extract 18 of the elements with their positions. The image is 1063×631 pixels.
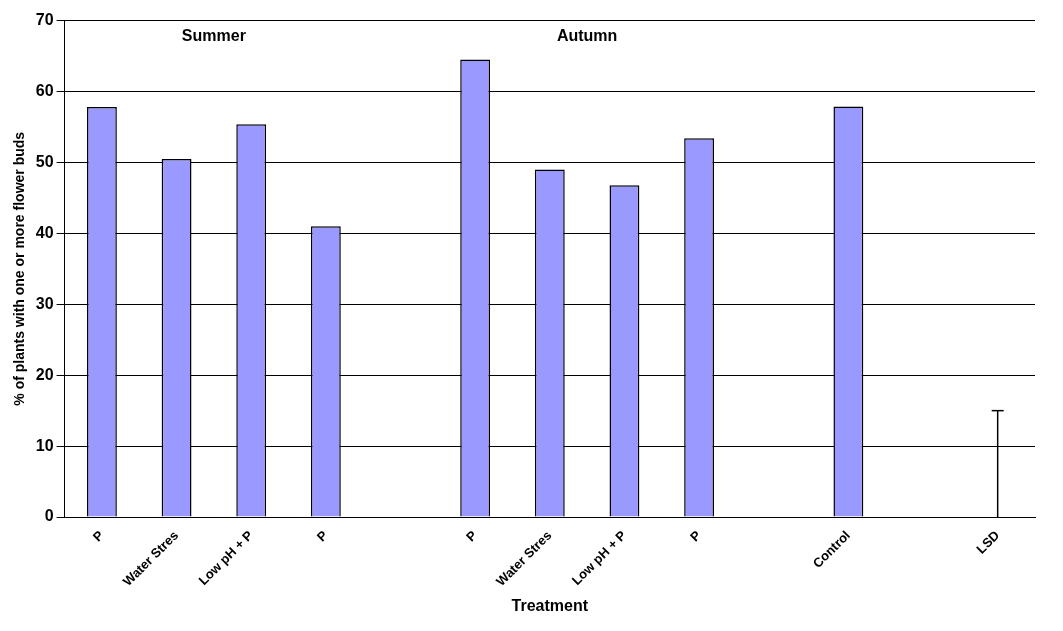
y-tick-label: 70 — [35, 11, 54, 29]
annotation: Summer — [181, 27, 246, 45]
annotation: Autumn — [556, 27, 618, 45]
x-tick-label: Low pH + P — [568, 527, 630, 588]
y-tick-label: 0 — [44, 507, 54, 525]
x-tick-label: P — [89, 527, 107, 545]
y-tick-label: 60 — [35, 81, 54, 99]
x-axis-title: Treatment — [511, 596, 589, 614]
y-tick-label: 20 — [35, 365, 54, 383]
y-tick-label: 40 — [35, 223, 54, 241]
x-tick-label: P — [463, 527, 481, 545]
x-tick-label: P — [313, 527, 331, 545]
y-tick-label: 50 — [35, 152, 54, 170]
y-tick-label: 10 — [35, 436, 54, 454]
y-tick-label: 30 — [35, 294, 54, 312]
y-axis-title: % of plants with one or more flower buds — [11, 131, 28, 406]
x-tick-label: P — [687, 527, 704, 545]
x-tick-label: Low pH + P — [195, 527, 257, 588]
